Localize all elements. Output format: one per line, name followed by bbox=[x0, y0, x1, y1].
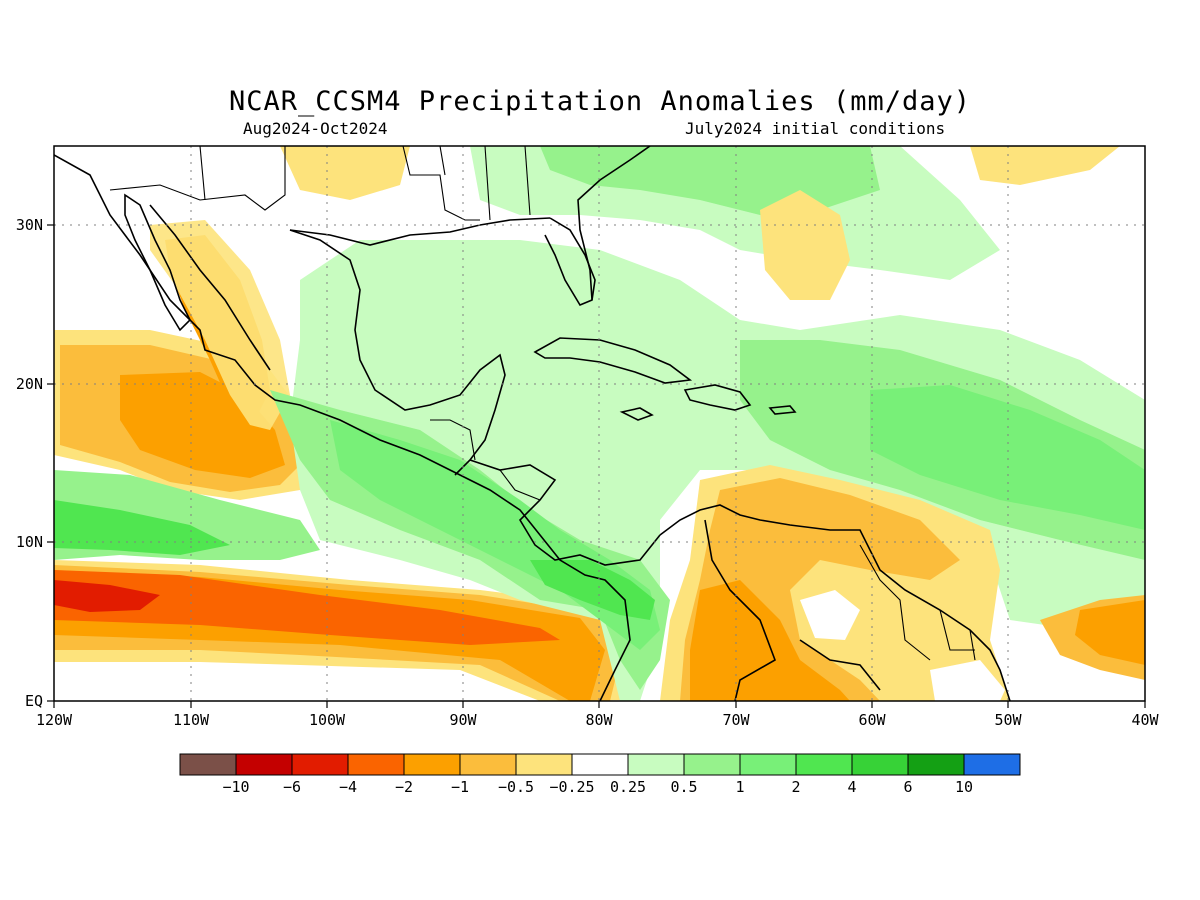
x-tick-labels: 120W 110W 100W 90W 80W 70W 60W 50W 40W bbox=[36, 711, 1160, 729]
colorbar-swatch bbox=[851, 753, 909, 776]
pacific-pos-band-dark bbox=[54, 500, 230, 555]
baja-neg-light bbox=[150, 220, 290, 430]
colorbar-label: 1 bbox=[735, 778, 744, 796]
colorbar-swatch bbox=[235, 753, 293, 776]
y-tick-labels: EQ 10N 20N 30N bbox=[16, 216, 43, 710]
colorbar-swatch bbox=[403, 753, 461, 776]
colorbar-label: −10 bbox=[222, 778, 249, 796]
x-tick-label: 120W bbox=[36, 711, 73, 729]
x-tick-label: 100W bbox=[309, 711, 346, 729]
x-tick-label: 60W bbox=[858, 711, 886, 729]
colorbar-label: −6 bbox=[283, 778, 301, 796]
itcz-neg-red bbox=[54, 580, 160, 612]
x-tick-label: 90W bbox=[449, 711, 477, 729]
mexico-neg-north bbox=[280, 146, 410, 200]
colorbar-label: −0.5 bbox=[498, 778, 534, 796]
colorbar-label: 6 bbox=[903, 778, 912, 796]
colorbar-swatch bbox=[459, 753, 517, 776]
x-tick-label: 80W bbox=[585, 711, 613, 729]
colorbar-swatch bbox=[179, 753, 237, 776]
sa-white-hole bbox=[800, 590, 860, 640]
x-tick-label: 50W bbox=[994, 711, 1022, 729]
atlantic-pos-mid bbox=[870, 385, 1145, 530]
colorbar-label: 0.5 bbox=[670, 778, 697, 796]
colorbar-label: −1 bbox=[451, 778, 469, 796]
y-tick-label: 30N bbox=[16, 216, 43, 234]
colorbar-label: −0.25 bbox=[549, 778, 594, 796]
colorbar-swatch bbox=[907, 753, 965, 776]
colorbar-label: −4 bbox=[339, 778, 357, 796]
y-tick-label: EQ bbox=[25, 692, 43, 710]
itcz-neg-deep bbox=[54, 570, 560, 645]
colorbar-label: 0.25 bbox=[610, 778, 646, 796]
panama-pos bbox=[530, 560, 655, 620]
colorbar-swatch bbox=[515, 753, 573, 776]
colorbar-swatch bbox=[963, 753, 1021, 776]
colorbar: −10 −6 −4 −2 −1 −0.5 −0.25 0.25 0.5 1 2 4 6 10 bbox=[179, 753, 1021, 796]
borders bbox=[109, 146, 976, 661]
x-tick-label: 70W bbox=[722, 711, 750, 729]
atlantic-neg-patch bbox=[760, 190, 850, 300]
colorbar-label: 10 bbox=[955, 778, 973, 796]
guiana-white bbox=[930, 660, 1005, 701]
y-tick-label: 20N bbox=[16, 375, 43, 393]
colorbar-swatch bbox=[291, 753, 349, 776]
x-tick-label: 40W bbox=[1131, 711, 1159, 729]
map-title: NCAR_CCSM4 Precipitation Anomalies (mm/d… bbox=[229, 86, 971, 117]
initial-conditions: July2024 initial conditions bbox=[685, 119, 946, 138]
colorbar-swatch bbox=[571, 753, 629, 776]
colorbar-label: −2 bbox=[395, 778, 413, 796]
caribbean-pos-lightest bbox=[290, 240, 1145, 701]
colorbar-label: 2 bbox=[791, 778, 800, 796]
map-panel bbox=[54, 146, 1145, 701]
sa-neg-orange bbox=[690, 580, 850, 701]
y-tick-label: 10N bbox=[16, 533, 43, 551]
colorbar-swatch bbox=[795, 753, 853, 776]
colorbar-swatch bbox=[627, 753, 685, 776]
tick-marks bbox=[47, 224, 1146, 708]
colorbar-swatch bbox=[347, 753, 405, 776]
colorbar-label: 4 bbox=[847, 778, 856, 796]
sa-neg-east-orange bbox=[1075, 600, 1145, 665]
gridlines bbox=[54, 146, 1145, 701]
coastlines bbox=[54, 146, 1011, 701]
forecast-period: Aug2024-Oct2024 bbox=[243, 119, 388, 138]
x-tick-label: 110W bbox=[173, 711, 210, 729]
colorbar-swatch bbox=[683, 753, 741, 776]
colorbar-swatch bbox=[739, 753, 797, 776]
